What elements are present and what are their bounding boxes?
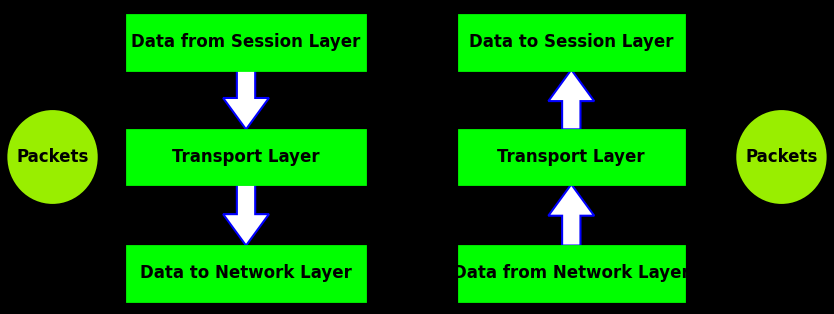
- Polygon shape: [549, 184, 594, 246]
- Text: Data from Session Layer: Data from Session Layer: [131, 33, 361, 51]
- Text: Data to Network Layer: Data to Network Layer: [140, 264, 352, 282]
- FancyBboxPatch shape: [127, 246, 364, 301]
- Ellipse shape: [738, 111, 826, 203]
- Text: Data to Session Layer: Data to Session Layer: [469, 33, 674, 51]
- FancyBboxPatch shape: [459, 130, 684, 184]
- Text: Data from Network Layer: Data from Network Layer: [453, 264, 690, 282]
- Polygon shape: [223, 70, 269, 129]
- FancyBboxPatch shape: [127, 15, 364, 70]
- Text: Packets: Packets: [17, 148, 88, 166]
- Polygon shape: [223, 184, 269, 246]
- Text: Packets: Packets: [746, 148, 817, 166]
- Polygon shape: [549, 70, 594, 129]
- Ellipse shape: [9, 111, 96, 203]
- FancyBboxPatch shape: [127, 130, 364, 184]
- Text: Transport Layer: Transport Layer: [172, 148, 320, 166]
- Text: Transport Layer: Transport Layer: [497, 148, 646, 166]
- FancyBboxPatch shape: [459, 15, 684, 70]
- FancyBboxPatch shape: [459, 246, 684, 301]
